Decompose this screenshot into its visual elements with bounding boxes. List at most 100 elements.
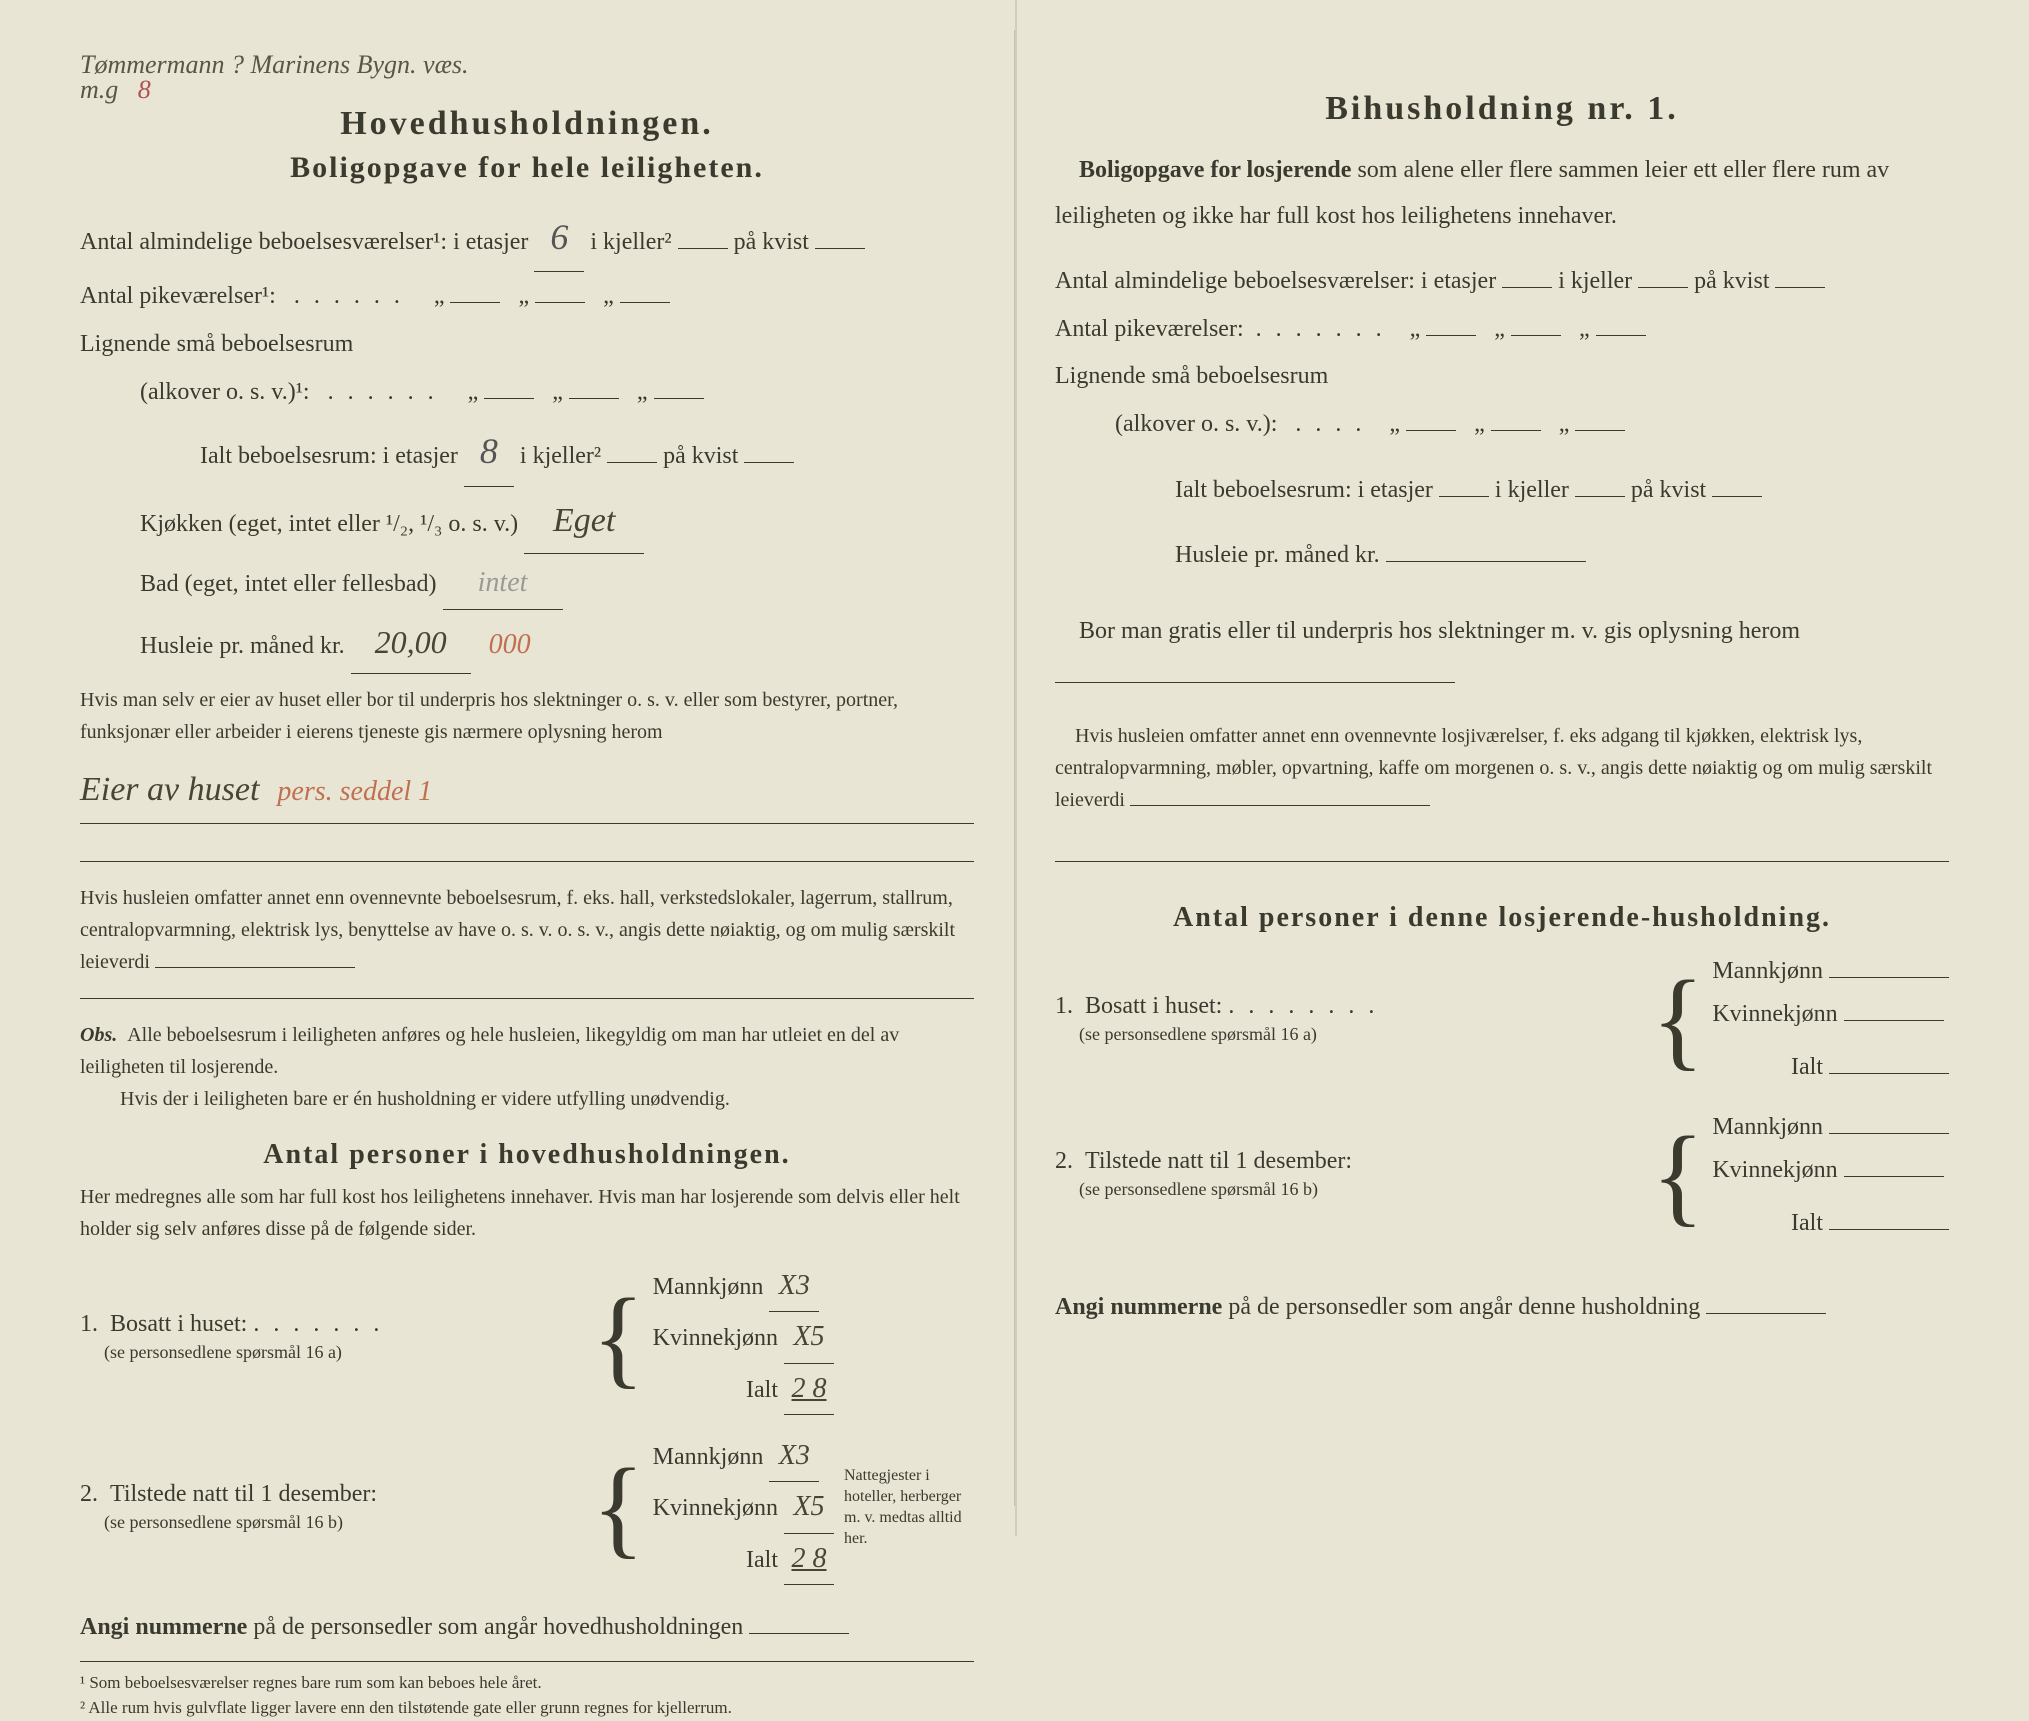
r-label-kvinne2: Kvinnekjønn — [1712, 1157, 1837, 1183]
label-kvinne2: Kvinnekjønn — [653, 1495, 778, 1521]
r-row-alm: Antal almindelige beboelsesværelser: i e… — [1055, 259, 1949, 305]
right-intro: Boligopgave for losjerende som alene ell… — [1055, 148, 1949, 239]
fill-lign-3 — [654, 398, 704, 399]
ditto: „ — [637, 379, 648, 405]
blank-line-1 — [80, 826, 974, 862]
text-omfatter: Hvis husleien omfatter annet enn ovennev… — [80, 887, 955, 973]
obs-label: Obs. — [80, 1024, 117, 1046]
r-fill-omfatter — [1130, 805, 1430, 806]
r-row-pike: Antal pikeværelser: . . . . . . . „ „ „ — [1055, 307, 1949, 353]
r-text-omfatter: Hvis husleien omfatter annet enn ovennev… — [1055, 725, 1932, 811]
hw-prefix: m.g — [80, 75, 118, 104]
ditto: „ — [468, 379, 479, 405]
r-row-lign-2: (alkover o. s. v.): . . . . „ „ „ — [1115, 402, 1949, 448]
left-page: Tømmermann ? Marinens Bygn. væs. m.g 8 H… — [40, 30, 1015, 1506]
label-ialt: Ialt — [746, 1377, 778, 1403]
fill-kvist-alm — [815, 248, 865, 249]
row-husleie: Husleie pr. måned kr. 20,00 000 — [140, 612, 974, 674]
r-fill-lign-3 — [1575, 430, 1625, 431]
r-fill-angi — [1706, 1313, 1826, 1314]
q2-sub: (se personsedlene spørsmål 16 b) — [104, 1512, 343, 1532]
dots: . . . . . . . — [1256, 316, 1386, 342]
q2-bracket: { Mannkjønn X3 Kvinnekjønn X5 Ialt 2 8 — [592, 1431, 834, 1585]
brace-icon: { — [592, 1469, 645, 1546]
ditto: „ — [1579, 316, 1590, 342]
ditto: „ — [518, 283, 529, 309]
fill-bad: intet — [443, 556, 563, 610]
r-label-mann2: Mannkjønn — [1712, 1114, 1823, 1140]
r-q1-num: 1. — [1055, 993, 1073, 1019]
fill-etasjer-ialt: 8 — [464, 417, 514, 486]
q1-ialt-val: 2 8 — [784, 1364, 834, 1415]
fill-husleie-red: 000 — [489, 629, 531, 660]
q2-num: 2. — [80, 1481, 98, 1507]
dots: . . . . . . — [294, 283, 404, 309]
para-eier: Hvis man selv er eier av huset eller bor… — [80, 684, 974, 748]
r-para-gratis: Bor man gratis eller til underpris hos s… — [1055, 609, 1949, 700]
r-q2-mann-val — [1829, 1133, 1949, 1134]
r-q1-block: 1. Bosatt i huset: . . . . . . . . (se p… — [1055, 950, 1949, 1090]
r-angi-bold: Angi nummerne — [1055, 1294, 1222, 1320]
label-kjokken: Kjøkken (eget, intet eller ¹/₂, ¹/₃ o. s… — [140, 511, 518, 537]
r-label-ialt: Ialt beboelsesrum: i etasjer — [1175, 477, 1433, 503]
q1-mann-val: X3 — [769, 1261, 819, 1312]
q2-ialt-val: 2 8 — [784, 1534, 834, 1585]
r-row-lign-1: Lignende små beboelsesrum — [1055, 354, 1949, 400]
hw-eier-red: pers. seddel 1 — [277, 776, 432, 807]
r-fill-husleie — [1386, 561, 1586, 562]
row-almindelige: Antal almindelige beboelsesværelser¹: i … — [80, 203, 974, 272]
r-q1-label: Bosatt i huset: — [1085, 993, 1222, 1019]
intro-bold: Boligopgave for losjerende — [1079, 157, 1351, 183]
row-lign-1: Lignende små beboelsesrum — [80, 322, 974, 368]
q1-lines: Mannkjønn X3 Kvinnekjønn X5 Ialt 2 8 — [653, 1261, 834, 1415]
r-q1-kvinne-val — [1844, 1020, 1944, 1021]
r-fill-kjeller-alm — [1638, 287, 1688, 288]
fill-pike-2 — [535, 302, 585, 303]
r-label-kvinne: Kvinnekjønn — [1712, 1001, 1837, 1027]
angi-rest: på de personsedler som angår hovedhushol… — [253, 1614, 743, 1640]
label-bad: Bad (eget, intet eller fellesbad) — [140, 571, 437, 597]
ditto: „ — [1494, 316, 1505, 342]
r-fill-etasjer-ialt — [1439, 496, 1489, 497]
r-row-husleie: Husleie pr. måned kr. — [1175, 533, 1949, 579]
divider-1 — [80, 998, 974, 999]
r-label-kjeller2: i kjeller — [1495, 477, 1569, 503]
fill-kjokken: Eget — [524, 489, 644, 555]
ditto: „ — [434, 283, 445, 309]
angi-bold: Angi nummerne — [80, 1614, 247, 1640]
hw-number: 8 — [138, 75, 151, 104]
r-row-ialt: Ialt beboelsesrum: i etasjer i kjeller p… — [1175, 468, 1949, 514]
para-medregnes: Her medregnes alle som har full kost hos… — [80, 1181, 974, 1245]
r-label-alm: Antal almindelige beboelsesværelser: i e… — [1055, 268, 1496, 294]
r-q1-lines: Mannkjønn Kvinnekjønn Ialt — [1712, 950, 1949, 1090]
q2-kvinne-val: X5 — [784, 1482, 834, 1533]
r-angi-rest: på de personsedler som angår denne husho… — [1228, 1294, 1700, 1320]
footnote-2: ² Alle rum hvis gulvflate ligger lavere … — [80, 1695, 974, 1721]
fill-eier-line: Eier av huset pers. seddel 1 — [80, 758, 974, 824]
label-ialt: Ialt beboelsesrum: i etasjer — [200, 443, 458, 469]
right-page: Bihusholdning nr. 1. Boligopgave for los… — [1015, 30, 1989, 1506]
fill-pike-3 — [620, 302, 670, 303]
r-q2-ialt-val — [1829, 1229, 1949, 1230]
ditto: „ — [1559, 411, 1570, 437]
ditto: „ — [552, 379, 563, 405]
r-fill-kvist-alm — [1775, 287, 1825, 288]
r-label-kjeller: i kjeller — [1558, 268, 1632, 294]
fill-etasjer-alm: 6 — [534, 203, 584, 272]
q2-lines: Mannkjønn X3 Kvinnekjønn X5 Ialt 2 8 — [653, 1431, 834, 1585]
row-kjokken: Kjøkken (eget, intet eller ¹/₂, ¹/₃ o. s… — [140, 489, 974, 555]
r-fill-etasjer-alm — [1502, 287, 1552, 288]
r-persons-title: Antal personer i denne losjerende-hushol… — [1055, 902, 1949, 934]
r-q1-left: 1. Bosatt i huset: . . . . . . . . (se p… — [1055, 993, 1652, 1047]
r-fill-pike-1 — [1426, 335, 1476, 336]
right-title: Bihusholdning nr. 1. — [1055, 90, 1949, 128]
q1-sub: (se personsedlene spørsmål 16 a) — [104, 1342, 342, 1362]
q1-block: 1. Bosatt i huset: . . . . . . . (se per… — [80, 1261, 974, 1415]
nattegjester-note: Nattegjester i hoteller, herberger m. v.… — [844, 1466, 974, 1549]
brace-icon: { — [1652, 981, 1705, 1058]
subtitle: Boligopgave for hele leiligheten. — [80, 151, 974, 185]
fill-kjeller-alm — [678, 248, 728, 249]
label-husleie: Husleie pr. måned kr. — [140, 633, 345, 659]
row-pike: Antal pikeværelser¹: . . . . . . „ „ „ — [80, 274, 974, 320]
r-fill-pike-3 — [1596, 335, 1646, 336]
